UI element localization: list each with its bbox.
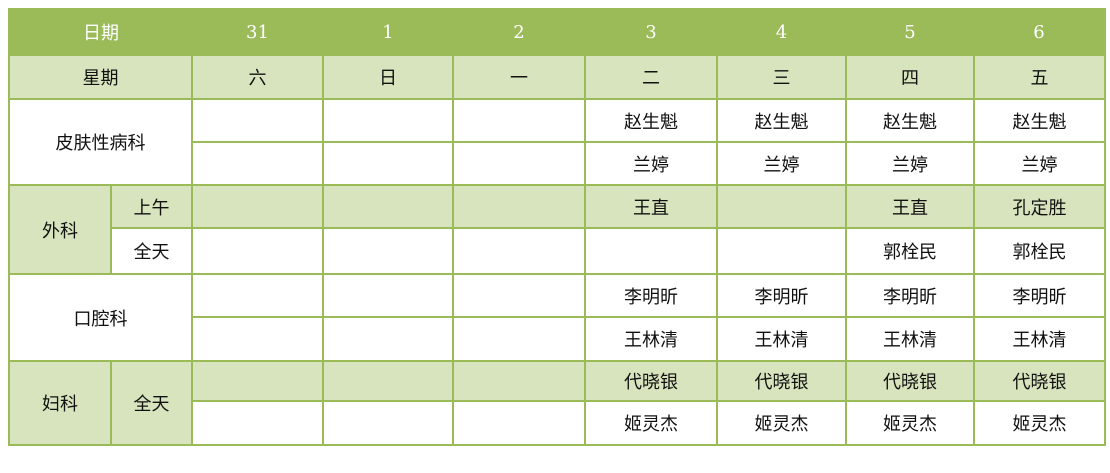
doctor-cell: 郭栓民 xyxy=(973,227,1106,275)
doctor-cell xyxy=(191,360,324,402)
department-name: 口腔科 xyxy=(8,273,193,362)
doctor-cell xyxy=(191,98,324,143)
doctor-cell: 郭栓民 xyxy=(845,227,975,275)
doctor-cell xyxy=(452,360,586,402)
doctor-cell: 姬灵杰 xyxy=(584,400,718,446)
doctor-cell xyxy=(322,316,454,362)
doctor-cell: 姬灵杰 xyxy=(716,400,847,446)
doctor-cell: 兰婷 xyxy=(584,141,718,186)
doctor-cell xyxy=(191,316,324,362)
doctor-cell: 李明昕 xyxy=(973,273,1106,318)
schedule-row: 姬灵杰 姬灵杰 姬灵杰 姬灵杰 xyxy=(9,400,1106,446)
doctor-cell xyxy=(716,227,847,275)
department-name: 妇科 xyxy=(8,360,112,446)
doctor-cell xyxy=(322,98,454,143)
schedule-row: 妇科 全天 代晓银 代晓银 代晓银 代晓银 xyxy=(8,360,1106,446)
date-cell: 5 xyxy=(846,8,974,56)
doctor-cell: 兰婷 xyxy=(973,141,1106,186)
doctor-cell xyxy=(452,184,586,229)
schedule-row: 兰婷 兰婷 兰婷 兰婷 xyxy=(9,141,1106,186)
doctor-cell xyxy=(322,141,454,186)
shift-label: 全天 xyxy=(110,227,193,275)
doctor-cell: 赵生魁 xyxy=(716,98,847,143)
date-cell: 2 xyxy=(453,8,585,56)
doctor-cell: 孔定胜 xyxy=(973,184,1106,229)
doctor-cell xyxy=(452,141,586,186)
doctor-cell xyxy=(191,400,324,446)
department-name: 皮肤性病科 xyxy=(8,98,193,186)
weekday-cell: 一 xyxy=(452,54,586,100)
doctor-cell: 王林清 xyxy=(716,316,847,362)
doctor-cell xyxy=(452,227,586,275)
doctor-cell: 兰婷 xyxy=(716,141,847,186)
weekday-cell: 六 xyxy=(191,54,324,100)
shift-label: 上午 xyxy=(110,184,193,229)
doctor-cell: 李明昕 xyxy=(845,273,975,318)
doctor-cell xyxy=(191,184,324,229)
department-name: 外科 xyxy=(8,184,112,275)
doctor-cell xyxy=(322,227,454,275)
doctor-cell xyxy=(716,184,847,229)
doctor-cell xyxy=(322,184,454,229)
schedule-row: 口腔科 李明昕 李明昕 李明昕 李明昕 xyxy=(8,273,1106,362)
doctor-cell xyxy=(584,227,718,275)
doctor-cell: 赵生魁 xyxy=(584,98,718,143)
date-cell: 6 xyxy=(974,8,1106,56)
doctor-cell: 赵生魁 xyxy=(973,98,1106,143)
schedule-row: 皮肤性病科 赵生魁 赵生魁 赵生魁 赵生魁 xyxy=(8,98,1106,186)
doctor-cell: 李明昕 xyxy=(716,273,847,318)
doctor-cell: 兰婷 xyxy=(845,141,975,186)
doctor-cell xyxy=(191,273,324,318)
doctor-cell: 姬灵杰 xyxy=(845,400,975,446)
weekday-cell: 二 xyxy=(584,54,718,100)
weekday-cell: 三 xyxy=(716,54,847,100)
doctor-cell: 姬灵杰 xyxy=(973,400,1106,446)
doctor-cell: 赵生魁 xyxy=(845,98,975,143)
doctor-cell xyxy=(452,98,586,143)
doctor-cell: 代晓银 xyxy=(716,360,847,402)
doctor-cell: 代晓银 xyxy=(845,360,975,402)
doctor-cell: 李明昕 xyxy=(584,273,718,318)
date-cell: 4 xyxy=(717,8,846,56)
date-cell: 1 xyxy=(323,8,453,56)
doctor-cell xyxy=(452,273,586,318)
doctor-cell xyxy=(191,141,324,186)
date-label: 日期 xyxy=(8,8,192,56)
shift-label: 全天 xyxy=(110,360,193,446)
doctor-cell: 王林清 xyxy=(584,316,718,362)
doctor-cell xyxy=(452,316,586,362)
schedule-row: 外科 上午 王直 王直 孔定胜 xyxy=(8,184,1106,275)
schedule-row: 全天 郭栓民 郭栓民 xyxy=(9,227,1106,275)
doctor-cell: 王林清 xyxy=(845,316,975,362)
doctor-cell: 王直 xyxy=(845,184,975,229)
weekday-cell: 日 xyxy=(322,54,454,100)
doctor-cell: 王直 xyxy=(584,184,718,229)
weekday-cell: 四 xyxy=(845,54,975,100)
doctor-cell xyxy=(322,400,454,446)
weekday-cell: 五 xyxy=(973,54,1106,100)
doctor-cell xyxy=(452,400,586,446)
doctor-cell xyxy=(322,360,454,402)
date-cell: 3 xyxy=(585,8,717,56)
weekday-label: 星期 xyxy=(8,54,193,100)
doctor-cell: 代晓银 xyxy=(973,360,1106,402)
schedule-row: 王林清 王林清 王林清 王林清 xyxy=(9,316,1106,362)
doctor-cell xyxy=(191,227,324,275)
date-cell: 31 xyxy=(192,8,323,56)
doctor-cell xyxy=(322,273,454,318)
doctor-cell: 代晓银 xyxy=(584,360,718,402)
doctor-cell: 王林清 xyxy=(973,316,1106,362)
duty-schedule-table: 日期 31 1 2 3 4 5 6 星期六日一二三四五皮肤性病科 赵生魁 赵生魁 赵生魁 赵生魁 兰婷 兰婷… xyxy=(8,8,1106,446)
weekday-row: 星期六日一二三四五 xyxy=(8,54,1106,100)
date-row: 日期 31 1 2 3 4 5 6 xyxy=(8,8,1106,56)
